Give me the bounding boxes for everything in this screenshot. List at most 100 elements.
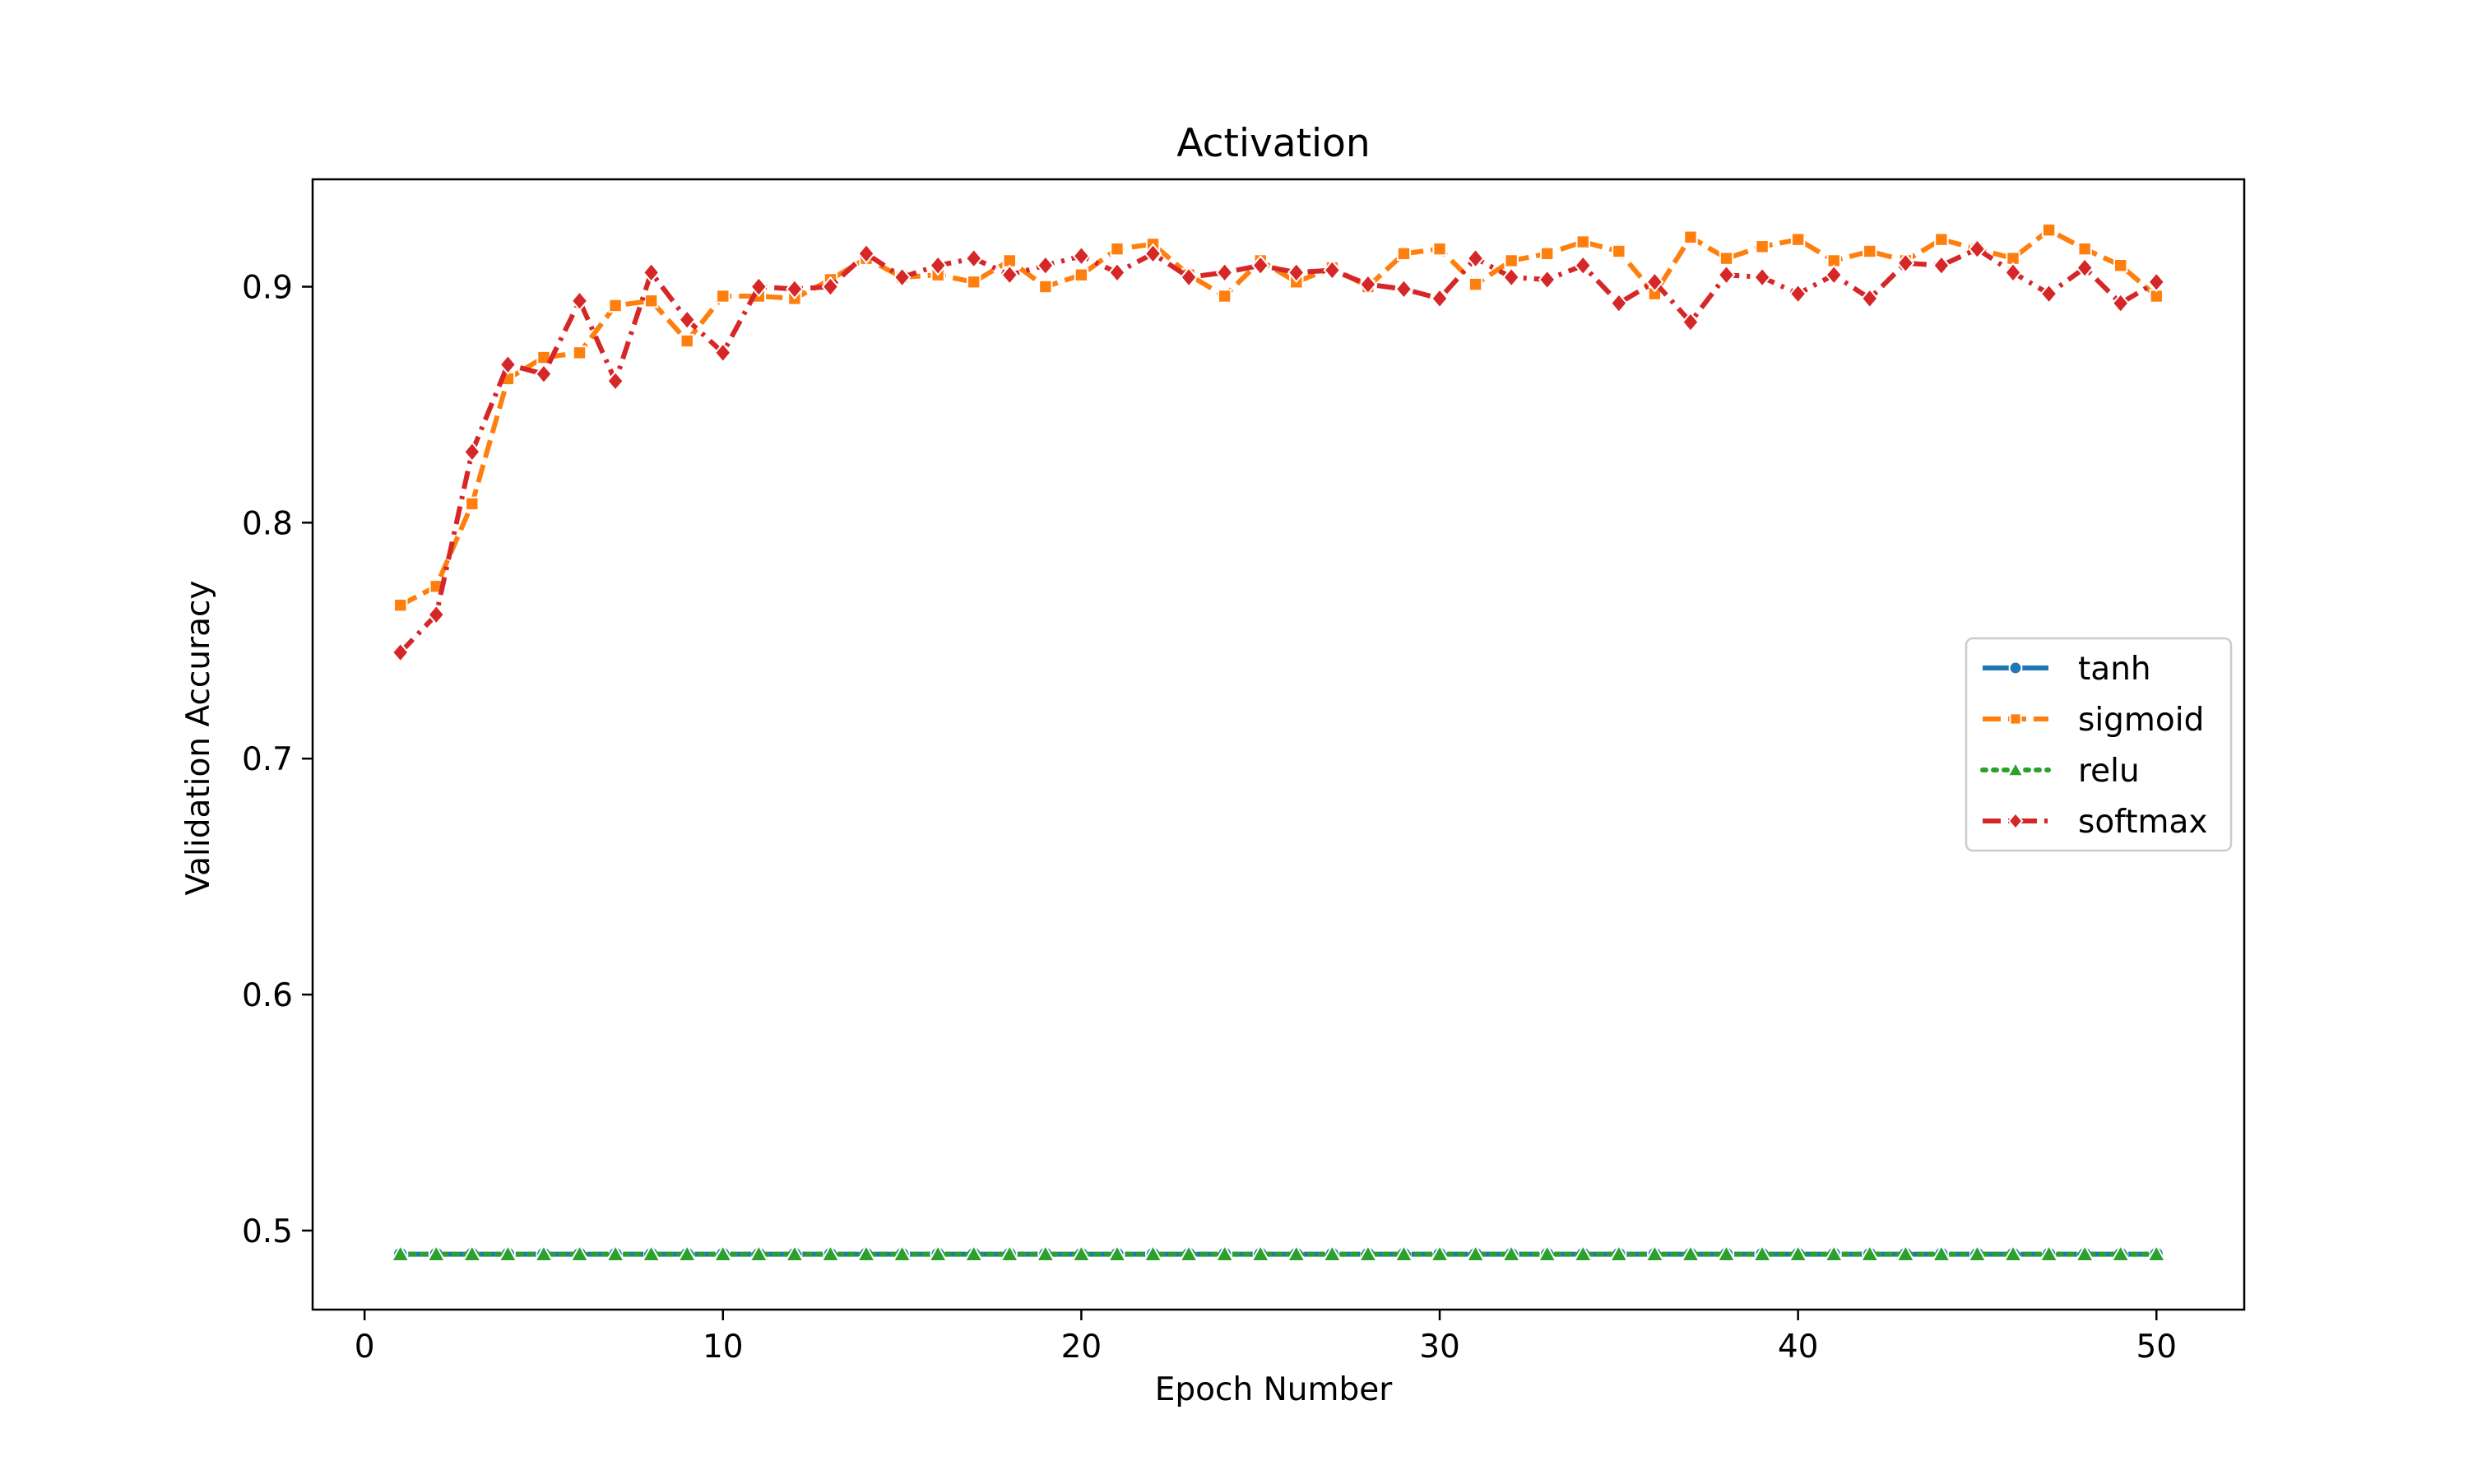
y-tick-label: 0.5: [242, 1213, 293, 1250]
axes: 0 10 20 30 40 50 0.5 0.6 0.7 0.8 0.9: [242, 178, 2246, 1366]
data-point-relu: [1645, 1244, 1665, 1262]
data-point-softmax: [821, 276, 840, 298]
data-point-sigmoid: [1863, 243, 1877, 259]
data-point-relu: [498, 1244, 518, 1262]
data-point-softmax: [2039, 283, 2058, 304]
data-point-softmax: [499, 354, 517, 375]
data-point-softmax: [1717, 264, 1736, 285]
data-point-sigmoid: [572, 345, 587, 360]
data-point-relu: [1967, 1244, 1988, 1262]
data-point-softmax: [786, 278, 804, 300]
data-point-softmax: [2004, 262, 2022, 284]
data-point-softmax: [893, 267, 912, 288]
data-point-relu: [462, 1244, 483, 1262]
data-point-sigmoid: [465, 496, 480, 512]
data-point-softmax: [713, 342, 732, 364]
legend: tanh sigmoid relu softmax: [1965, 637, 2233, 852]
data-point-relu: [1608, 1244, 1630, 1262]
data-point-sigmoid: [1468, 276, 1483, 292]
data-point-softmax: [1753, 267, 1771, 288]
data-point-softmax: [929, 254, 947, 276]
data-point-relu: [1357, 1244, 1379, 1262]
data-point-relu: [820, 1244, 841, 1262]
data-point-relu: [1322, 1244, 1343, 1262]
data-point-softmax: [1682, 311, 1700, 333]
data-point-softmax: [391, 642, 410, 663]
data-point-softmax: [427, 604, 446, 625]
data-point-softmax: [1000, 264, 1019, 285]
data-point-sigmoid: [1074, 267, 1089, 282]
data-point-relu: [749, 1244, 769, 1262]
series-line-softmax: [398, 246, 2158, 655]
legend-label: tanh: [2078, 651, 2151, 688]
data-point-relu: [605, 1244, 626, 1262]
data-point-relu: [2146, 1244, 2167, 1262]
data-point-relu: [1859, 1244, 1880, 1262]
y-tick-label: 0.8: [242, 505, 293, 542]
data-point-relu: [927, 1244, 949, 1262]
data-point-softmax: [642, 262, 661, 284]
data-point-softmax: [463, 441, 481, 463]
data-point-sigmoid: [680, 333, 694, 349]
data-point-softmax: [1037, 254, 1055, 276]
data-point-sigmoid: [1575, 234, 1590, 249]
data-point-relu: [426, 1244, 447, 1262]
data-point-relu: [892, 1244, 912, 1262]
data-point-softmax: [1431, 288, 1449, 309]
data-point-softmax: [749, 276, 768, 298]
data-point-relu: [2074, 1244, 2095, 1262]
legend-swatch-marker: [2008, 661, 2023, 675]
legend-swatch-marker: [2006, 760, 2025, 777]
y-tick-label: 0.6: [242, 977, 293, 1014]
data-point-sigmoid: [1504, 253, 1519, 268]
plot-area: [390, 222, 2167, 1263]
data-point-relu: [1465, 1244, 1486, 1262]
data-point-relu: [677, 1244, 698, 1262]
data-point-relu: [784, 1244, 805, 1262]
y-axis-label: Validation Accuracy: [180, 580, 217, 895]
x-tick-label: 10: [703, 1329, 744, 1366]
data-point-relu: [1895, 1244, 1916, 1262]
x-tick-label: 40: [1778, 1329, 1819, 1366]
data-point-sigmoid: [393, 598, 408, 613]
data-point-sigmoid: [967, 275, 981, 290]
data-point-sigmoid: [1540, 246, 1555, 262]
data-point-softmax: [1825, 264, 1844, 285]
data-point-relu: [533, 1244, 554, 1262]
data-point-relu: [641, 1244, 661, 1262]
data-point-relu: [1931, 1244, 1952, 1262]
data-point-sigmoid: [1110, 241, 1125, 257]
data-point-softmax: [964, 248, 983, 269]
legend-label: relu: [2078, 753, 2140, 790]
data-point-sigmoid: [716, 289, 731, 304]
data-point-sigmoid: [1217, 289, 1232, 304]
data-point-softmax: [606, 370, 624, 392]
data-point-relu: [1250, 1244, 1271, 1262]
data-point-softmax: [1323, 259, 1342, 281]
data-point-relu: [1035, 1244, 1056, 1262]
data-point-softmax: [1251, 254, 1270, 276]
data-point-relu: [1573, 1244, 1594, 1262]
data-point-relu: [1716, 1244, 1737, 1262]
data-point-sigmoid: [608, 298, 623, 313]
legend-label: softmax: [2078, 804, 2208, 841]
data-point-softmax: [678, 308, 697, 331]
series-relu: [390, 1244, 2167, 1262]
data-point-sigmoid: [2041, 222, 2057, 238]
data-point-softmax: [1502, 267, 1520, 288]
data-point-relu: [569, 1244, 590, 1262]
y-tick-label: 0.7: [242, 741, 293, 778]
legend-item-sigmoid: sigmoid: [1983, 702, 2204, 739]
data-point-softmax: [535, 363, 553, 385]
data-point-relu: [1429, 1244, 1450, 1262]
data-point-relu: [2110, 1244, 2131, 1262]
data-point-relu: [1000, 1244, 1020, 1262]
data-point-relu: [1394, 1244, 1414, 1262]
legend-item-relu: relu: [1980, 753, 2140, 790]
data-point-relu: [1680, 1244, 1701, 1262]
x-axis-label: Epoch Number: [1155, 1371, 1393, 1408]
legend-label: sigmoid: [2078, 702, 2204, 739]
data-point-softmax: [1359, 273, 1377, 295]
